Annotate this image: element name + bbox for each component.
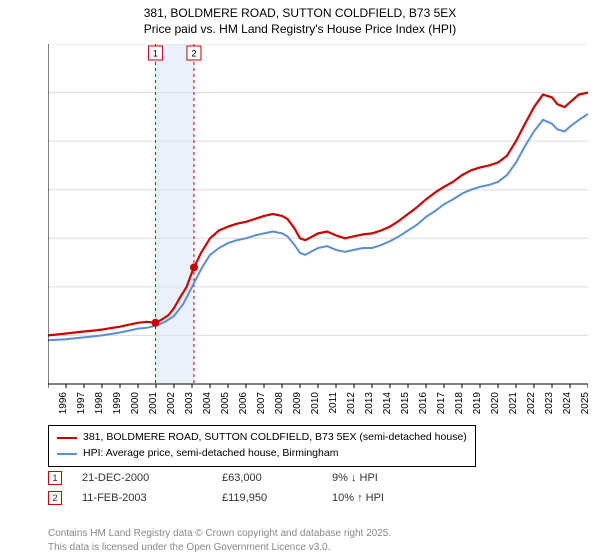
marker-date-2: 11-FEB-2003 — [82, 492, 222, 504]
marker-pct-1: 9% ↓ HPI — [332, 472, 378, 484]
svg-text:2008: 2008 — [274, 392, 285, 414]
svg-text:2024: 2024 — [562, 392, 573, 414]
svg-text:2005: 2005 — [220, 392, 231, 414]
marker-pct-2: 10% ↑ HPI — [332, 492, 384, 504]
svg-text:2002: 2002 — [166, 392, 177, 414]
svg-text:2004: 2004 — [202, 392, 213, 414]
svg-text:1: 1 — [153, 49, 158, 60]
marker-date-1: 21-DEC-2000 — [82, 472, 222, 484]
svg-text:2011: 2011 — [328, 392, 339, 414]
svg-text:2: 2 — [191, 49, 196, 60]
chart-container: 381, BOLDMERE ROAD, SUTTON COLDFIELD, B7… — [0, 0, 600, 560]
legend-label-2: HPI: Average price, semi-detached house,… — [83, 446, 338, 462]
title-line2: Price paid vs. HM Land Registry's House … — [0, 21, 600, 37]
svg-text:2006: 2006 — [238, 392, 249, 414]
svg-text:2003: 2003 — [184, 392, 195, 414]
svg-text:1995: 1995 — [48, 392, 51, 414]
svg-text:2025: 2025 — [580, 392, 588, 414]
footer-line2: This data is licensed under the Open Gov… — [48, 541, 391, 555]
svg-text:2001: 2001 — [148, 392, 159, 414]
svg-text:2012: 2012 — [346, 392, 357, 414]
svg-text:2017: 2017 — [436, 392, 447, 414]
chart-area: £0£50,000£100,000£150,000£200,000£250,00… — [48, 44, 588, 414]
sale-marker-row-2: 2 11-FEB-2003 £119,950 10% ↑ HPI — [48, 488, 384, 508]
marker-badge-1: 1 — [48, 471, 62, 485]
chart-svg: £0£50,000£100,000£150,000£200,000£250,00… — [48, 44, 588, 414]
svg-text:2009: 2009 — [292, 392, 303, 414]
legend-box: 381, BOLDMERE ROAD, SUTTON COLDFIELD, B7… — [48, 425, 476, 467]
legend-label-1: 381, BOLDMERE ROAD, SUTTON COLDFIELD, B7… — [83, 430, 467, 446]
legend-swatch-2 — [57, 453, 77, 455]
svg-text:2019: 2019 — [472, 392, 483, 414]
svg-text:2010: 2010 — [310, 392, 321, 414]
svg-text:1998: 1998 — [94, 392, 105, 414]
svg-text:2014: 2014 — [382, 392, 393, 414]
marker-price-2: £119,950 — [222, 492, 332, 504]
svg-text:2000: 2000 — [130, 392, 141, 414]
svg-text:1999: 1999 — [112, 392, 123, 414]
svg-text:2023: 2023 — [544, 392, 555, 414]
legend-row-2: HPI: Average price, semi-detached house,… — [57, 446, 467, 462]
svg-text:1996: 1996 — [58, 392, 69, 414]
svg-text:2016: 2016 — [418, 392, 429, 414]
marker-price-1: £63,000 — [222, 472, 332, 484]
svg-text:2018: 2018 — [454, 392, 465, 414]
title-line1: 381, BOLDMERE ROAD, SUTTON COLDFIELD, B7… — [0, 5, 600, 21]
legend-row-1: 381, BOLDMERE ROAD, SUTTON COLDFIELD, B7… — [57, 430, 467, 446]
title-block: 381, BOLDMERE ROAD, SUTTON COLDFIELD, B7… — [0, 0, 600, 37]
sale-markers-block: 1 21-DEC-2000 £63,000 9% ↓ HPI 2 11-FEB-… — [48, 468, 384, 508]
legend-swatch-1 — [57, 437, 77, 439]
svg-text:2015: 2015 — [400, 392, 411, 414]
svg-text:2020: 2020 — [490, 392, 501, 414]
footer-block: Contains HM Land Registry data © Crown c… — [48, 527, 391, 554]
svg-text:2021: 2021 — [508, 392, 519, 414]
sale-marker-row-1: 1 21-DEC-2000 £63,000 9% ↓ HPI — [48, 468, 384, 488]
svg-text:2007: 2007 — [256, 392, 267, 414]
svg-text:2013: 2013 — [364, 392, 375, 414]
svg-text:1997: 1997 — [76, 392, 87, 414]
svg-text:2022: 2022 — [526, 392, 537, 414]
footer-line1: Contains HM Land Registry data © Crown c… — [48, 527, 391, 541]
marker-badge-2: 2 — [48, 491, 62, 505]
